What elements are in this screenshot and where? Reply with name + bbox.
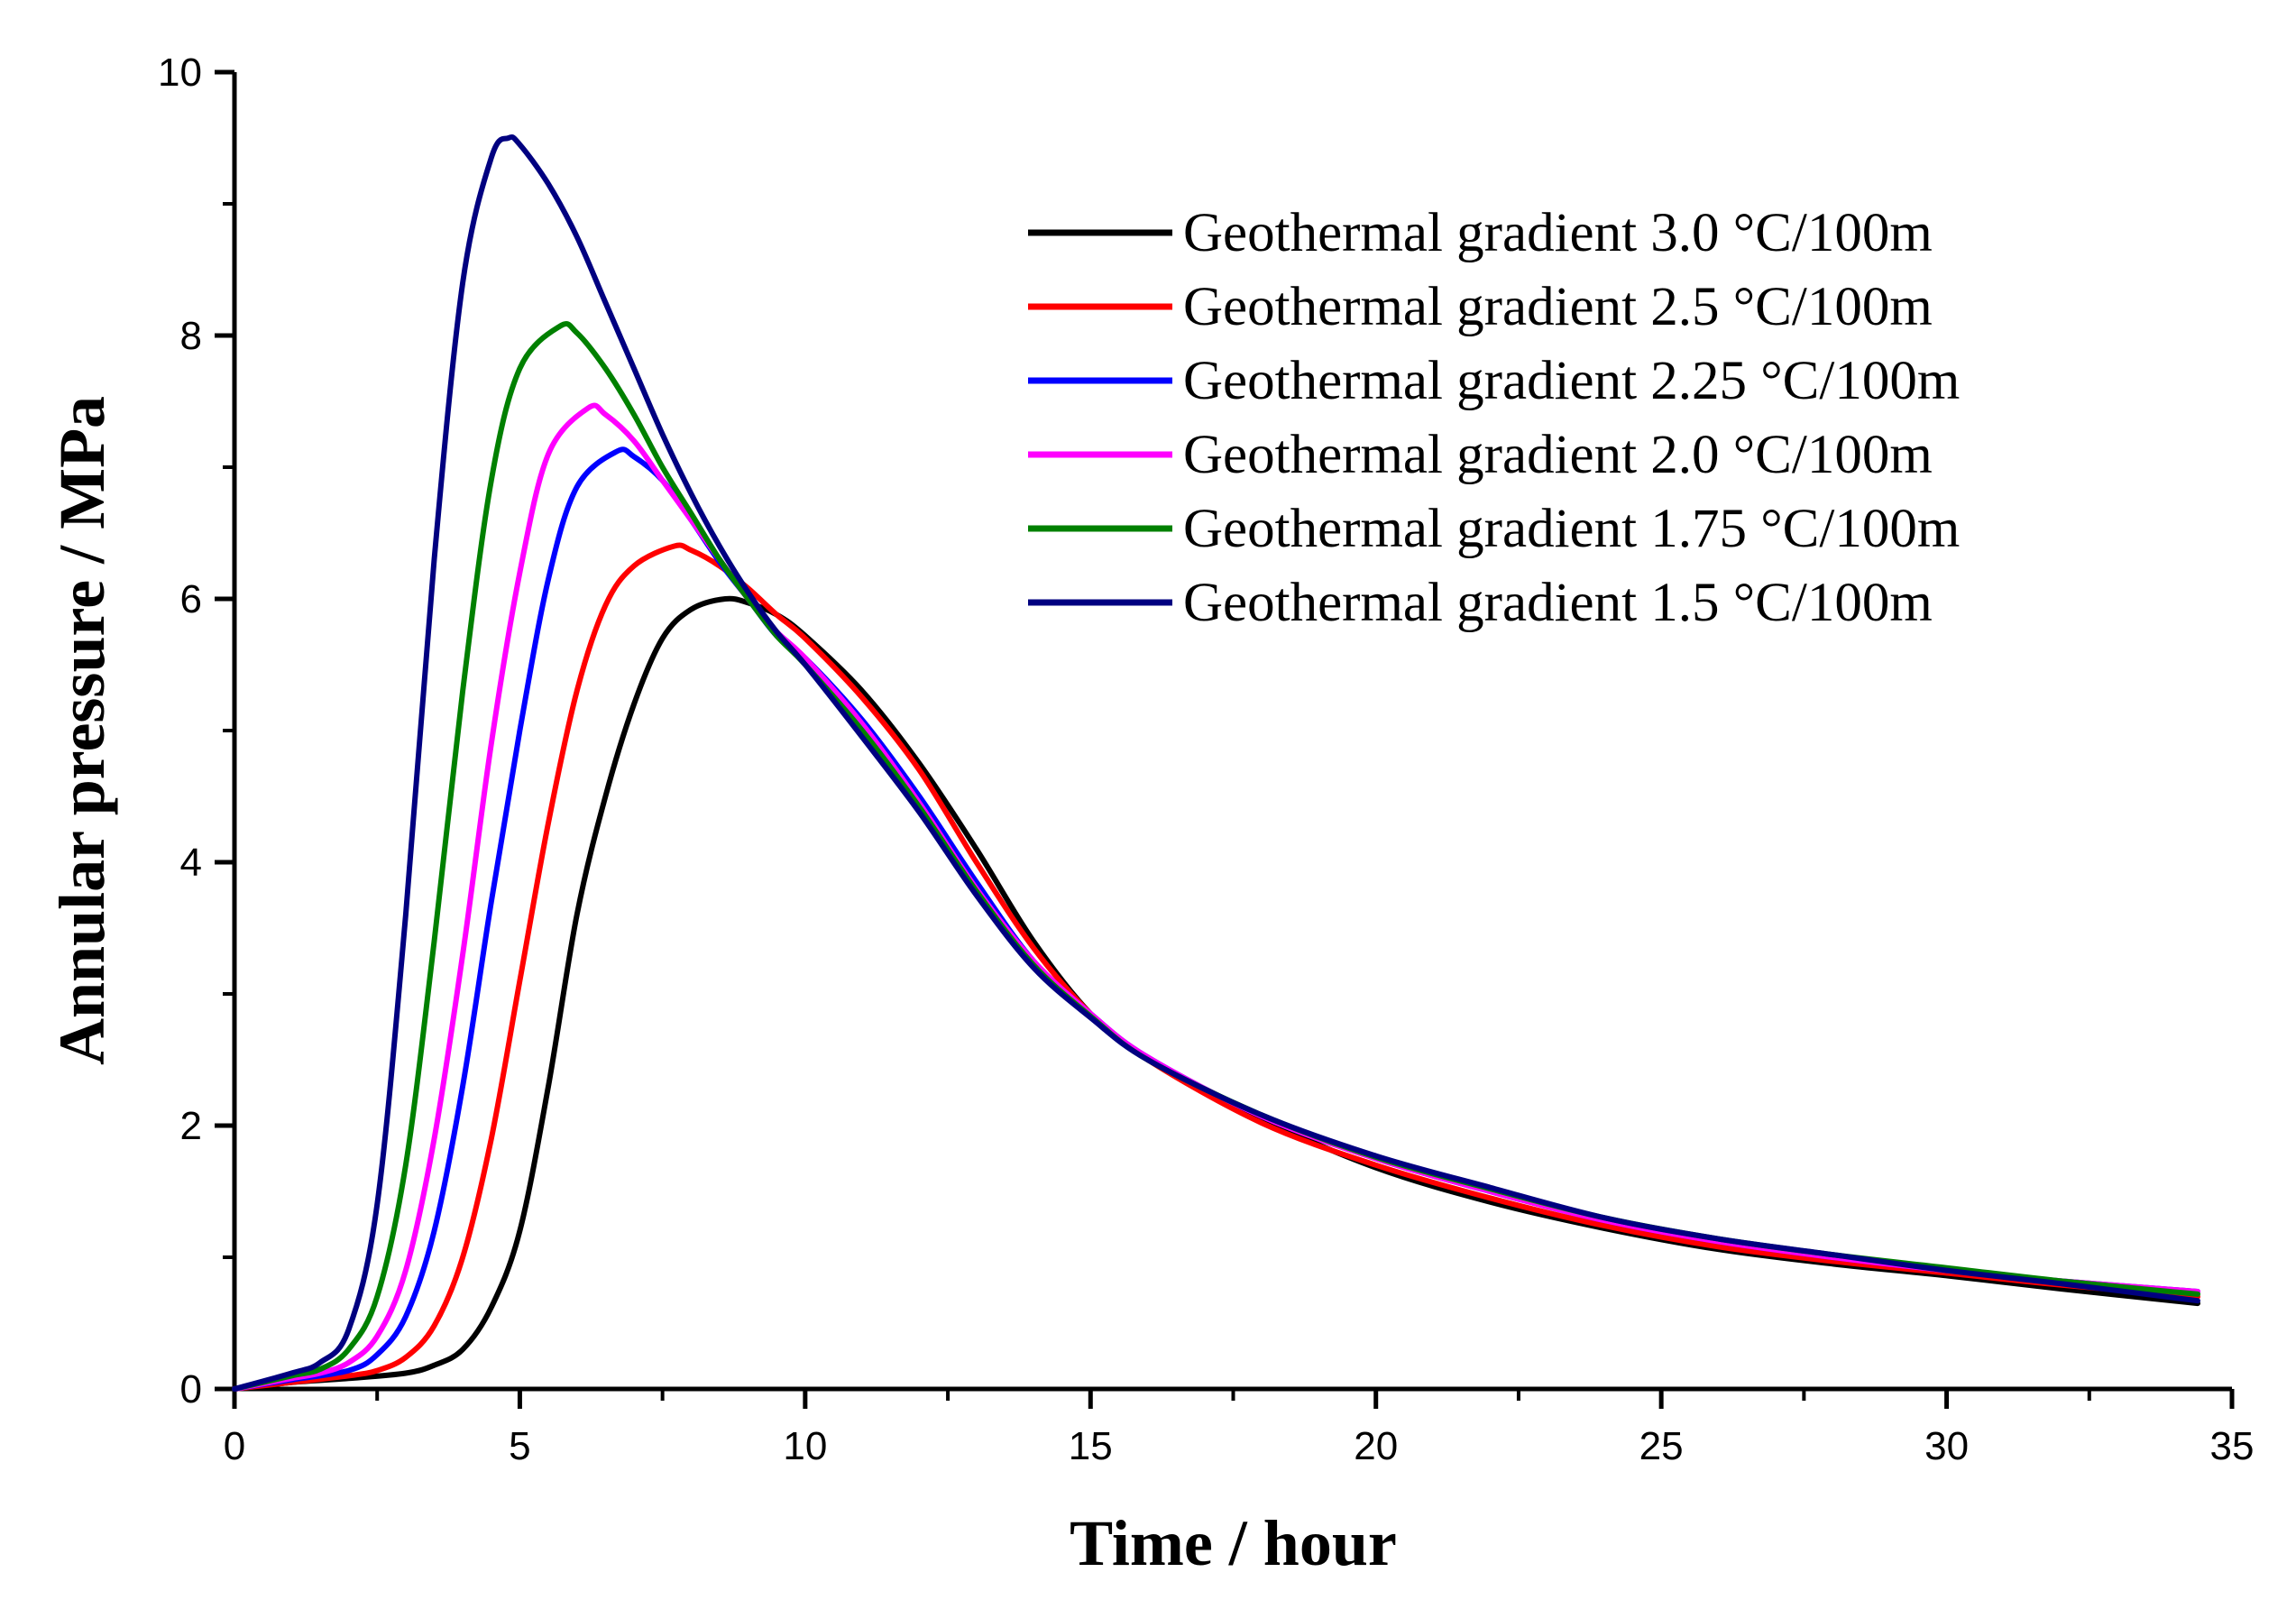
series-line-6 <box>232 133 2200 1392</box>
y-tick-label: 10 <box>158 51 202 95</box>
series-lines <box>232 133 2200 1392</box>
y-axis-title: Annular pressure / MPa <box>46 396 118 1065</box>
legend-label-4: Geothermal gradient 2.0 °C/100m <box>1183 425 1933 485</box>
x-tick-label: 35 <box>2210 1424 2255 1468</box>
series-line-2 <box>232 542 2200 1392</box>
y-tick-label: 6 <box>180 577 202 621</box>
x-tick-label: 5 <box>509 1424 530 1468</box>
x-axis-title: Time / hour <box>1070 1507 1397 1579</box>
y-tick-label: 8 <box>180 314 202 358</box>
legend: Geothermal gradient 3.0 °C/100m Geotherma… <box>1028 203 1960 633</box>
x-tick-label: 10 <box>783 1424 827 1468</box>
y-tick-label: 2 <box>180 1104 202 1148</box>
y-tick-label: 4 <box>180 841 202 885</box>
x-tick-label: 30 <box>1924 1424 1969 1468</box>
x-tick-label: 15 <box>1069 1424 1113 1468</box>
legend-label-5: Geothermal gradient 1.75 °C/100m <box>1183 499 1960 559</box>
legend-label-6: Geothermal gradient 1.5 °C/100m <box>1183 573 1933 633</box>
ticks: 0 5 10 15 20 25 30 35 0 2 4 6 8 10 <box>158 51 2254 1468</box>
legend-label-2: Geothermal gradient 2.5 °C/100m <box>1183 277 1933 337</box>
legend-label-3: Geothermal gradient 2.25 °C/100m <box>1183 351 1960 411</box>
x-tick-label: 25 <box>1639 1424 1684 1468</box>
legend-label-1: Geothermal gradient 3.0 °C/100m <box>1183 203 1933 263</box>
axes <box>232 72 2232 1392</box>
x-tick-label: 20 <box>1354 1424 1398 1468</box>
y-tick-label: 0 <box>180 1367 202 1411</box>
x-tick-label: 0 <box>224 1424 245 1468</box>
